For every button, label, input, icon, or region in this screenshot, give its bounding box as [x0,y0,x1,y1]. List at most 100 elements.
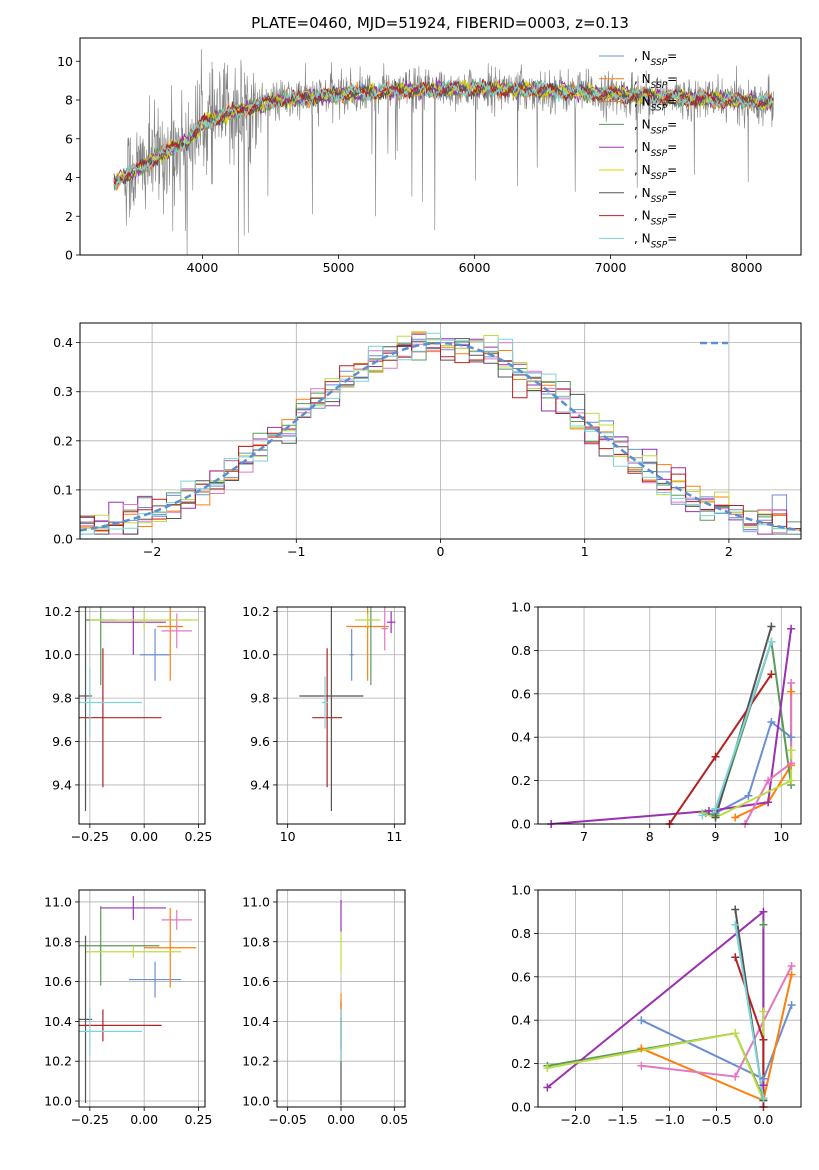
x-tick-label: 5000 [323,260,355,275]
data-point-marker [543,1063,552,1072]
series-line [734,924,765,1099]
legend-label: , NSSP= [634,231,677,250]
axes-frame [78,889,206,1108]
legend-label: , NSSP= [634,49,677,68]
legend-nssp-sub: SSP [651,218,668,228]
y-tick-label: 9.4 [52,777,72,792]
y-tick-label: 0.4 [511,730,531,745]
legend-nssp-prefix: , N [634,186,651,200]
y-tick-label: 10.2 [44,604,72,619]
x-tick-label: 4000 [187,260,219,275]
y-tick-label: 11.0 [44,894,72,909]
series-line [705,641,793,817]
y-tick-label: 9.6 [52,734,72,749]
legend-label: , NSSP= [634,95,677,114]
legend-nssp-prefix: , N [634,140,651,154]
data-point-marker [543,1083,552,1092]
x-tick-label: 0.25 [185,829,213,844]
y-tick-label: 1.0 [511,600,531,615]
x-tick-label: 0.00 [130,1112,158,1127]
data-point-marker [787,733,796,742]
y-tick-label: 0.3 [53,384,73,399]
legend-label: , NSSP= [634,209,677,228]
legend-nssp-prefix: , N [634,117,651,131]
chart-massweight-vs-age: 7 8 9 10 0.0 0.2 0.4 0.6 0.8 1.0 [511,600,802,844]
axes-frame [276,606,406,825]
x-tick-label: −2 [143,544,161,559]
y-tick-label: 9.4 [250,777,270,792]
plot-area-residuals [80,331,801,535]
y-tick-label: 10.2 [242,1054,270,1069]
data-point-marker [711,752,720,761]
y-tick-label: 8 [65,93,73,108]
data-point-marker [787,624,796,633]
legend-nssp-eq: = [667,72,677,86]
legend-nssp-eq: = [667,231,677,245]
data-point-marker [787,678,796,687]
legend-nssp-sub: SSP [651,240,668,250]
y-tick-label: 9.6 [250,734,270,749]
legend-nssp-prefix: , N [634,72,651,86]
data-point-marker [787,759,796,768]
legend-label: , NSSP= [634,186,677,205]
chart-mass-vs-Z: −0.25 0.00 0.25 10.0 10.2 10.4 10.6 10.8 11.0 [44,889,213,1127]
x-tick-label: 8 [646,829,654,844]
data-point-marker [731,813,740,822]
x-tick-label: −0.25 [71,829,109,844]
series-line [551,628,793,824]
data-point-marker [787,687,796,696]
data-point-marker [764,798,773,807]
x-tick-label: 7000 [595,260,627,275]
legend-nssp-eq: = [667,95,677,109]
axes-frame [537,889,802,1108]
histogram-step [80,343,801,531]
data-point-marker [787,1001,796,1010]
axes-frame [79,322,802,540]
data-point-marker [764,776,773,785]
legend-nssp-sub: SSP [651,104,668,114]
x-tick-label: 0.25 [185,1112,213,1127]
legend-nssp-prefix: , N [634,231,651,245]
y-tick-label: 9.8 [250,691,270,706]
plot-area-mass-vs-Z [79,895,197,1104]
series-line [547,924,765,1099]
chart-age-vs-mass: 10 11 9.4 9.6 9.8 10.0 10.2 [242,604,406,844]
data-point-marker [698,811,707,820]
x-tick-label: −1.0 [654,1112,684,1127]
y-tick-label: 0.0 [511,1100,531,1115]
data-point-marker [759,1007,768,1016]
legend-label: , NSSP= [634,140,677,159]
axes-frame [79,37,802,256]
y-tick-label: 10.0 [44,1094,72,1109]
figure-title: PLATE=0460, MJD=51924, FIBERID=0003, z=0… [251,14,629,32]
series-line [744,683,793,824]
data-point-marker [731,1072,740,1081]
y-tick-label: 0.2 [511,773,531,788]
data-point-marker [767,670,776,679]
axes-frame [537,606,802,825]
x-tick-label: −1 [287,544,305,559]
data-point-marker [637,1061,646,1070]
y-tick-label: 10.0 [242,1094,270,1109]
data-point-marker [637,1016,646,1025]
spectrum-model-line [113,77,774,188]
legend-nssp-eq: = [667,163,677,177]
x-tick-label: 6000 [459,260,491,275]
normal-curve [80,341,801,532]
data-point-marker [731,920,740,929]
y-tick-label: 10.8 [44,934,72,949]
y-tick-label: 0 [65,248,73,263]
y-tick-label: 0.2 [53,433,73,448]
y-tick-label: 6 [65,131,73,146]
legend-nssp-eq: = [667,209,677,223]
y-tick-label: 10.0 [242,647,270,662]
y-tick-label: 0.8 [511,643,531,658]
y-tick-label: 10.6 [242,974,270,989]
axes-frame [78,606,206,825]
y-tick-label: 0.1 [53,482,73,497]
y-tick-label: 4 [65,170,73,185]
x-tick-label: −0.5 [701,1112,731,1127]
legend-nssp-sub: SSP [651,58,668,68]
y-tick-label: 10.2 [44,1054,72,1069]
legend-nssp-eq: = [667,117,677,131]
